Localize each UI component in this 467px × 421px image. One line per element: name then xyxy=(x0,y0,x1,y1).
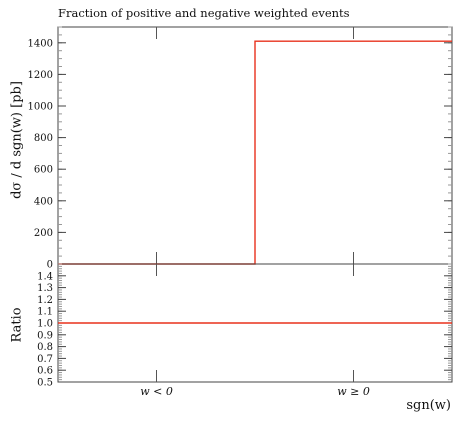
y-tick-label: 1.3 xyxy=(37,283,53,294)
y-tick-label: 600 xyxy=(34,165,53,176)
y-tick-label: 1.1 xyxy=(37,307,53,318)
x-axis-label: sgn(w) xyxy=(406,398,451,413)
chart-title: Fraction of positive and negative weight… xyxy=(58,6,350,20)
y-tick-label: 800 xyxy=(34,133,53,144)
y-tick-label: 0.8 xyxy=(37,342,53,353)
y-tick-label: 1200 xyxy=(28,70,53,81)
y-tick-label: 0 xyxy=(47,260,53,271)
y-tick-label: 1.4 xyxy=(37,271,53,282)
y-tick-label: 400 xyxy=(34,196,53,207)
x-tick-label: w ≥ 0 xyxy=(337,385,370,398)
y-tick-label: 0.9 xyxy=(37,330,53,341)
y-tick-label: 1000 xyxy=(28,102,53,113)
y-tick-label: 0.5 xyxy=(37,378,53,389)
y-tick-label: 200 xyxy=(34,228,53,239)
x-tick-label: w < 0 xyxy=(140,385,173,398)
y-tick-label: 1.2 xyxy=(37,295,53,306)
y-tick-label: 0.6 xyxy=(37,366,53,377)
x-category-labels: w < 0 w ≥ 0 xyxy=(140,385,370,398)
series-line xyxy=(58,40,452,265)
main-panel: 0 200 400 600 800 1000 1200 1400 xyxy=(28,26,453,271)
y-tick-label: 0.7 xyxy=(37,354,53,365)
y-tick-label: 1.0 xyxy=(37,319,53,330)
ratio-panel: 0.50.60.70.80.91.01.11.21.31.4 xyxy=(37,263,453,389)
y-tick-label: 1400 xyxy=(28,38,53,49)
